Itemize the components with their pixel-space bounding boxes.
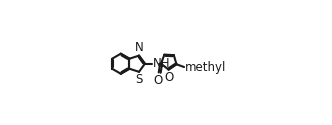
Text: methyl: methyl — [185, 60, 226, 74]
Text: NH: NH — [152, 57, 170, 70]
Text: N: N — [134, 41, 143, 54]
Text: O: O — [154, 74, 163, 88]
Text: S: S — [135, 73, 143, 86]
Text: O: O — [164, 71, 173, 84]
